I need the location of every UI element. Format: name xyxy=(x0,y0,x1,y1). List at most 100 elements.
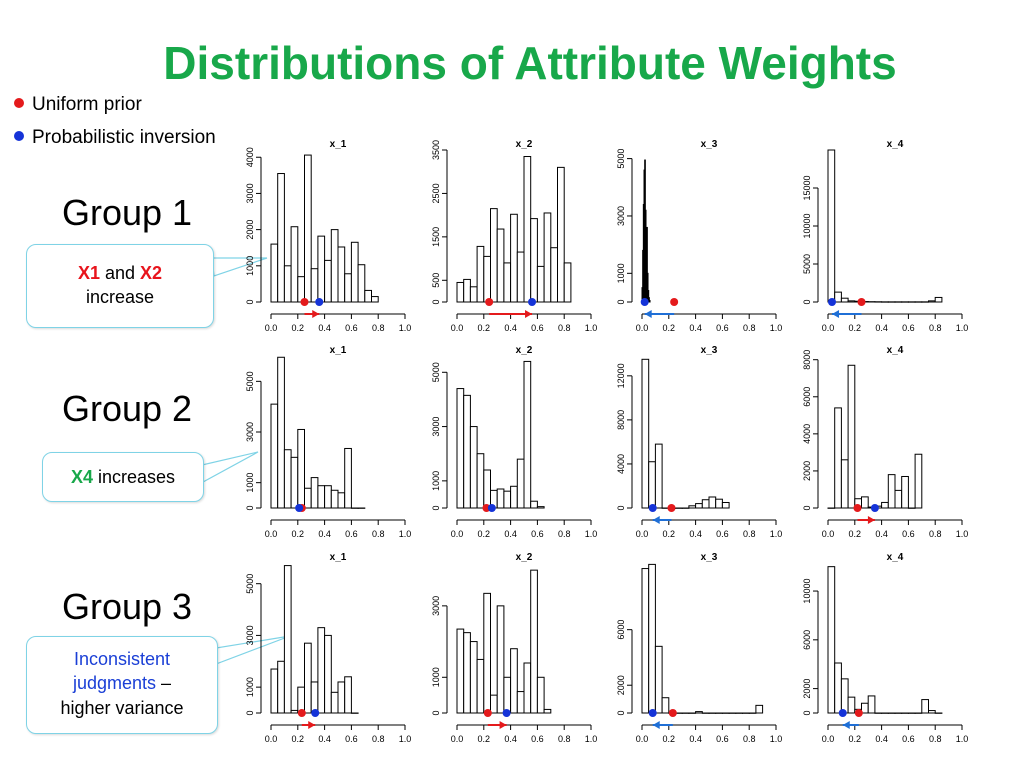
x-tick-label: 0.8 xyxy=(372,734,385,744)
blue-bullet-icon xyxy=(14,130,24,141)
x-tick-label: 0.8 xyxy=(743,323,756,333)
histogram-bar xyxy=(543,212,552,303)
histogram-bar xyxy=(834,407,842,509)
histogram-bar xyxy=(310,681,319,714)
histogram-bar xyxy=(496,488,505,509)
y-tick-label: 5000 xyxy=(245,371,255,391)
histogram-bar xyxy=(840,459,849,509)
histogram-bar xyxy=(934,296,943,303)
histogram-bar xyxy=(324,634,332,714)
histogram-bar xyxy=(476,453,485,509)
y-tick-label: 3000 xyxy=(245,183,255,203)
x-tick-label: 0.8 xyxy=(929,734,942,744)
chart-title: x_2 xyxy=(516,345,533,356)
x-tick-label: 0.6 xyxy=(531,529,544,539)
histogram-bar xyxy=(463,278,471,303)
histogram-bar xyxy=(840,297,849,303)
x-tick-label: 0.8 xyxy=(558,734,571,744)
uniform-prior-dot xyxy=(668,709,677,717)
histogram-bar xyxy=(510,485,518,509)
x-tick-label: 0.2 xyxy=(849,529,862,539)
histogram-bar xyxy=(469,641,478,714)
legend-label: Uniform prior xyxy=(32,94,142,115)
histogram-bar xyxy=(648,563,656,714)
histogram-bar xyxy=(901,475,909,509)
x-tick-label: 0.0 xyxy=(451,734,464,744)
probabilistic-inversion-dot xyxy=(648,504,657,512)
callout-group-2: X4 increases xyxy=(42,452,204,502)
y-tick-label: 0 xyxy=(245,710,255,715)
x-tick-label: 0.2 xyxy=(849,323,862,333)
histogram-bar xyxy=(283,449,292,509)
y-tick-label: 1000 xyxy=(431,667,441,687)
uniform-prior-dot xyxy=(854,709,863,717)
histogram-bar xyxy=(330,691,339,714)
histogram-bar xyxy=(516,691,525,714)
x-tick-label: 0.6 xyxy=(716,323,729,333)
histogram-bar xyxy=(476,245,485,303)
x-tick-label: 0.2 xyxy=(663,734,676,744)
histogram-bar xyxy=(496,228,505,303)
histogram-bar xyxy=(914,453,923,509)
probabilistic-inversion-dot xyxy=(870,504,879,512)
histogram-bar xyxy=(317,235,326,303)
y-tick-label: 2500 xyxy=(431,183,441,203)
histogram-bar xyxy=(277,660,285,714)
histogram-bar xyxy=(317,485,326,509)
y-tick-label: 1000 xyxy=(245,473,255,493)
histogram-bar xyxy=(654,443,663,509)
histogram-bar xyxy=(721,501,730,509)
histogram-bar xyxy=(847,300,856,303)
histogram-bar xyxy=(290,226,299,303)
histogram-bar xyxy=(290,709,299,714)
histogram-bar xyxy=(330,489,339,509)
histogram-bar xyxy=(283,565,292,714)
y-tick-label: 0 xyxy=(802,299,812,304)
uniform-prior-dot xyxy=(485,298,494,306)
x-tick-label: 1.0 xyxy=(956,734,969,744)
probabilistic-inversion-dot xyxy=(315,298,324,306)
histogram-bar xyxy=(661,697,670,714)
histogram-bar xyxy=(523,156,532,303)
callout-x1: X1 xyxy=(77,263,100,283)
x-tick-label: 0.4 xyxy=(689,529,702,539)
histogram-bar xyxy=(695,503,703,509)
y-tick-label: 10000 xyxy=(802,579,812,604)
callout-x2: X2 xyxy=(140,263,163,283)
histogram-bar xyxy=(516,251,525,303)
y-tick-label: 0 xyxy=(431,710,441,715)
x-tick-label: 0.2 xyxy=(849,734,862,744)
histogram-bar xyxy=(476,658,485,714)
x-tick-label: 0.4 xyxy=(504,734,517,744)
x-tick-label: 0.6 xyxy=(345,734,358,744)
callout-and: and xyxy=(99,263,141,283)
callout-group-3: Inconsistent judgments – higher variance xyxy=(26,636,218,734)
histogram-bar xyxy=(654,645,663,714)
histogram-bar xyxy=(463,394,471,509)
probabilistic-inversion-dot xyxy=(311,709,320,717)
callout-dash: – xyxy=(156,673,172,694)
x-tick-label: 1.0 xyxy=(956,323,969,333)
y-tick-label: 0 xyxy=(431,299,441,304)
histogram-bar xyxy=(834,662,842,714)
x-tick-label: 0.8 xyxy=(372,529,385,539)
y-tick-label: 1000 xyxy=(431,471,441,491)
x-tick-label: 0.6 xyxy=(902,529,915,539)
x-tick-label: 0.4 xyxy=(689,734,702,744)
histogram-bar xyxy=(928,300,936,303)
y-tick-label: 2000 xyxy=(245,220,255,240)
x-tick-label: 0.0 xyxy=(636,529,649,539)
uniform-prior-dot xyxy=(670,298,679,306)
x-tick-label: 0.0 xyxy=(265,529,278,539)
histogram-bar xyxy=(357,264,366,303)
histogram-bar xyxy=(483,592,491,714)
chart-title: x_2 xyxy=(516,552,533,563)
histogram-bar xyxy=(463,632,471,714)
histogram-bar xyxy=(894,489,903,509)
histogram-bar xyxy=(557,166,565,303)
histogram-bar xyxy=(270,668,279,714)
x-tick-label: 0.2 xyxy=(478,323,491,333)
callout-group-1: X1 and X2 increase xyxy=(26,244,214,328)
probabilistic-inversion-dot xyxy=(640,298,649,306)
chart-title: x_3 xyxy=(701,345,718,356)
